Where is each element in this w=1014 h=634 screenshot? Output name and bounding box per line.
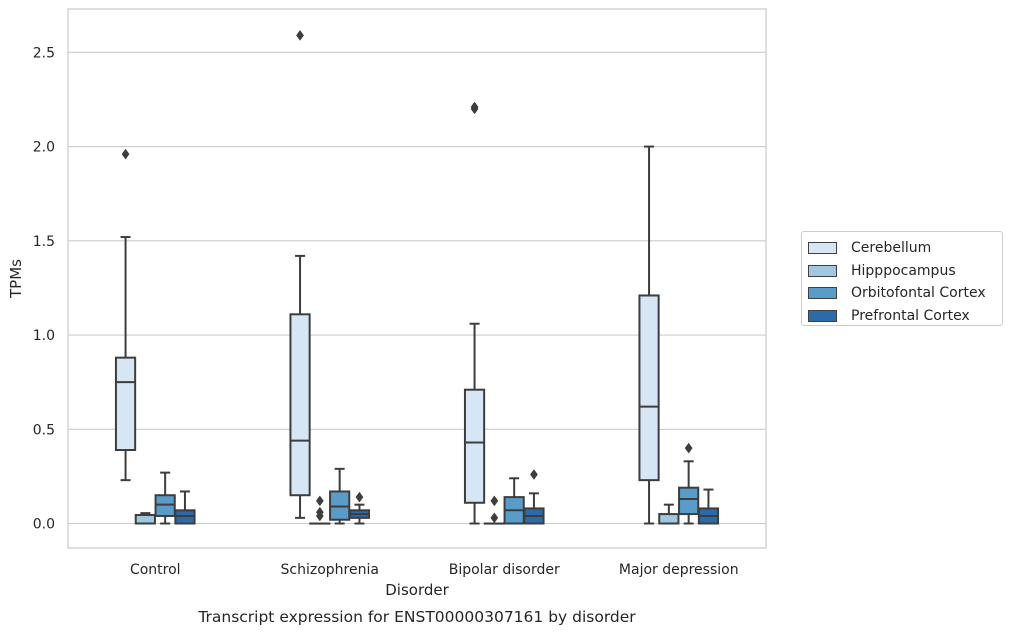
legend-swatch-prefrontal-cortex [808, 310, 837, 323]
outlier-point [121, 148, 130, 160]
box [114, 356, 137, 451]
outlier-point [530, 469, 538, 480]
chart-caption: Transcript expression for ENST0000030716… [197, 608, 636, 626]
legend-item-cerebellum: Cerebellum [808, 237, 1002, 260]
y-tick-label: 1.0 [33, 328, 55, 344]
box [134, 514, 156, 525]
x-tick-label: Bipolar disorder [449, 562, 560, 578]
y-axis-title: TPMs [7, 259, 25, 299]
outlier-point [470, 101, 479, 113]
box [638, 294, 660, 482]
legend-label-cerebellum: Cerebellum [851, 240, 932, 257]
outlier-point [490, 495, 499, 507]
outlier-point [355, 491, 364, 503]
legend-swatch-cerebellum [808, 242, 837, 255]
legend-label-orbitofrontal-cortex: Orbitofontal Cortex [851, 285, 986, 302]
plot-frame [67, 8, 767, 549]
legend-item-orbitofrontal-cortex: Orbitofontal Cortex [808, 282, 1002, 305]
y-tick-label: 2.5 [33, 45, 55, 61]
x-tick-label: Control [130, 562, 181, 578]
legend-swatch-hippocampus [808, 264, 837, 277]
x-tick-label: Schizophrenia [281, 562, 379, 578]
y-tick-label: 2.0 [33, 140, 55, 156]
x-axis-title: Disorder [385, 581, 449, 599]
outlier-point [296, 29, 304, 41]
legend: Cerebellum Hipppocampus Orbitofontal Cor… [801, 231, 1003, 326]
legend-swatch-orbitofrontal-cortex [808, 287, 837, 300]
x-tick-label: Major depression [619, 562, 739, 578]
box [463, 388, 486, 504]
box [678, 486, 700, 516]
y-tick-label: 0.0 [33, 517, 55, 533]
legend-item-hippocampus: Hipppocampus [808, 260, 1002, 283]
box [658, 513, 680, 525]
legend-item-prefrontal-cortex: Prefrontal Cortex [808, 305, 1002, 328]
legend-label-hippocampus: Hipppocampus [851, 262, 956, 279]
box [289, 313, 311, 497]
outlier-point [490, 512, 499, 524]
y-tick-label: 1.5 [33, 234, 55, 250]
legend-label-prefrontal-cortex: Prefrontal Cortex [851, 308, 970, 325]
y-tick-label: 0.5 [33, 422, 55, 438]
outlier-point [315, 506, 324, 518]
outlier-point [315, 495, 324, 507]
outlier-point [684, 442, 693, 454]
